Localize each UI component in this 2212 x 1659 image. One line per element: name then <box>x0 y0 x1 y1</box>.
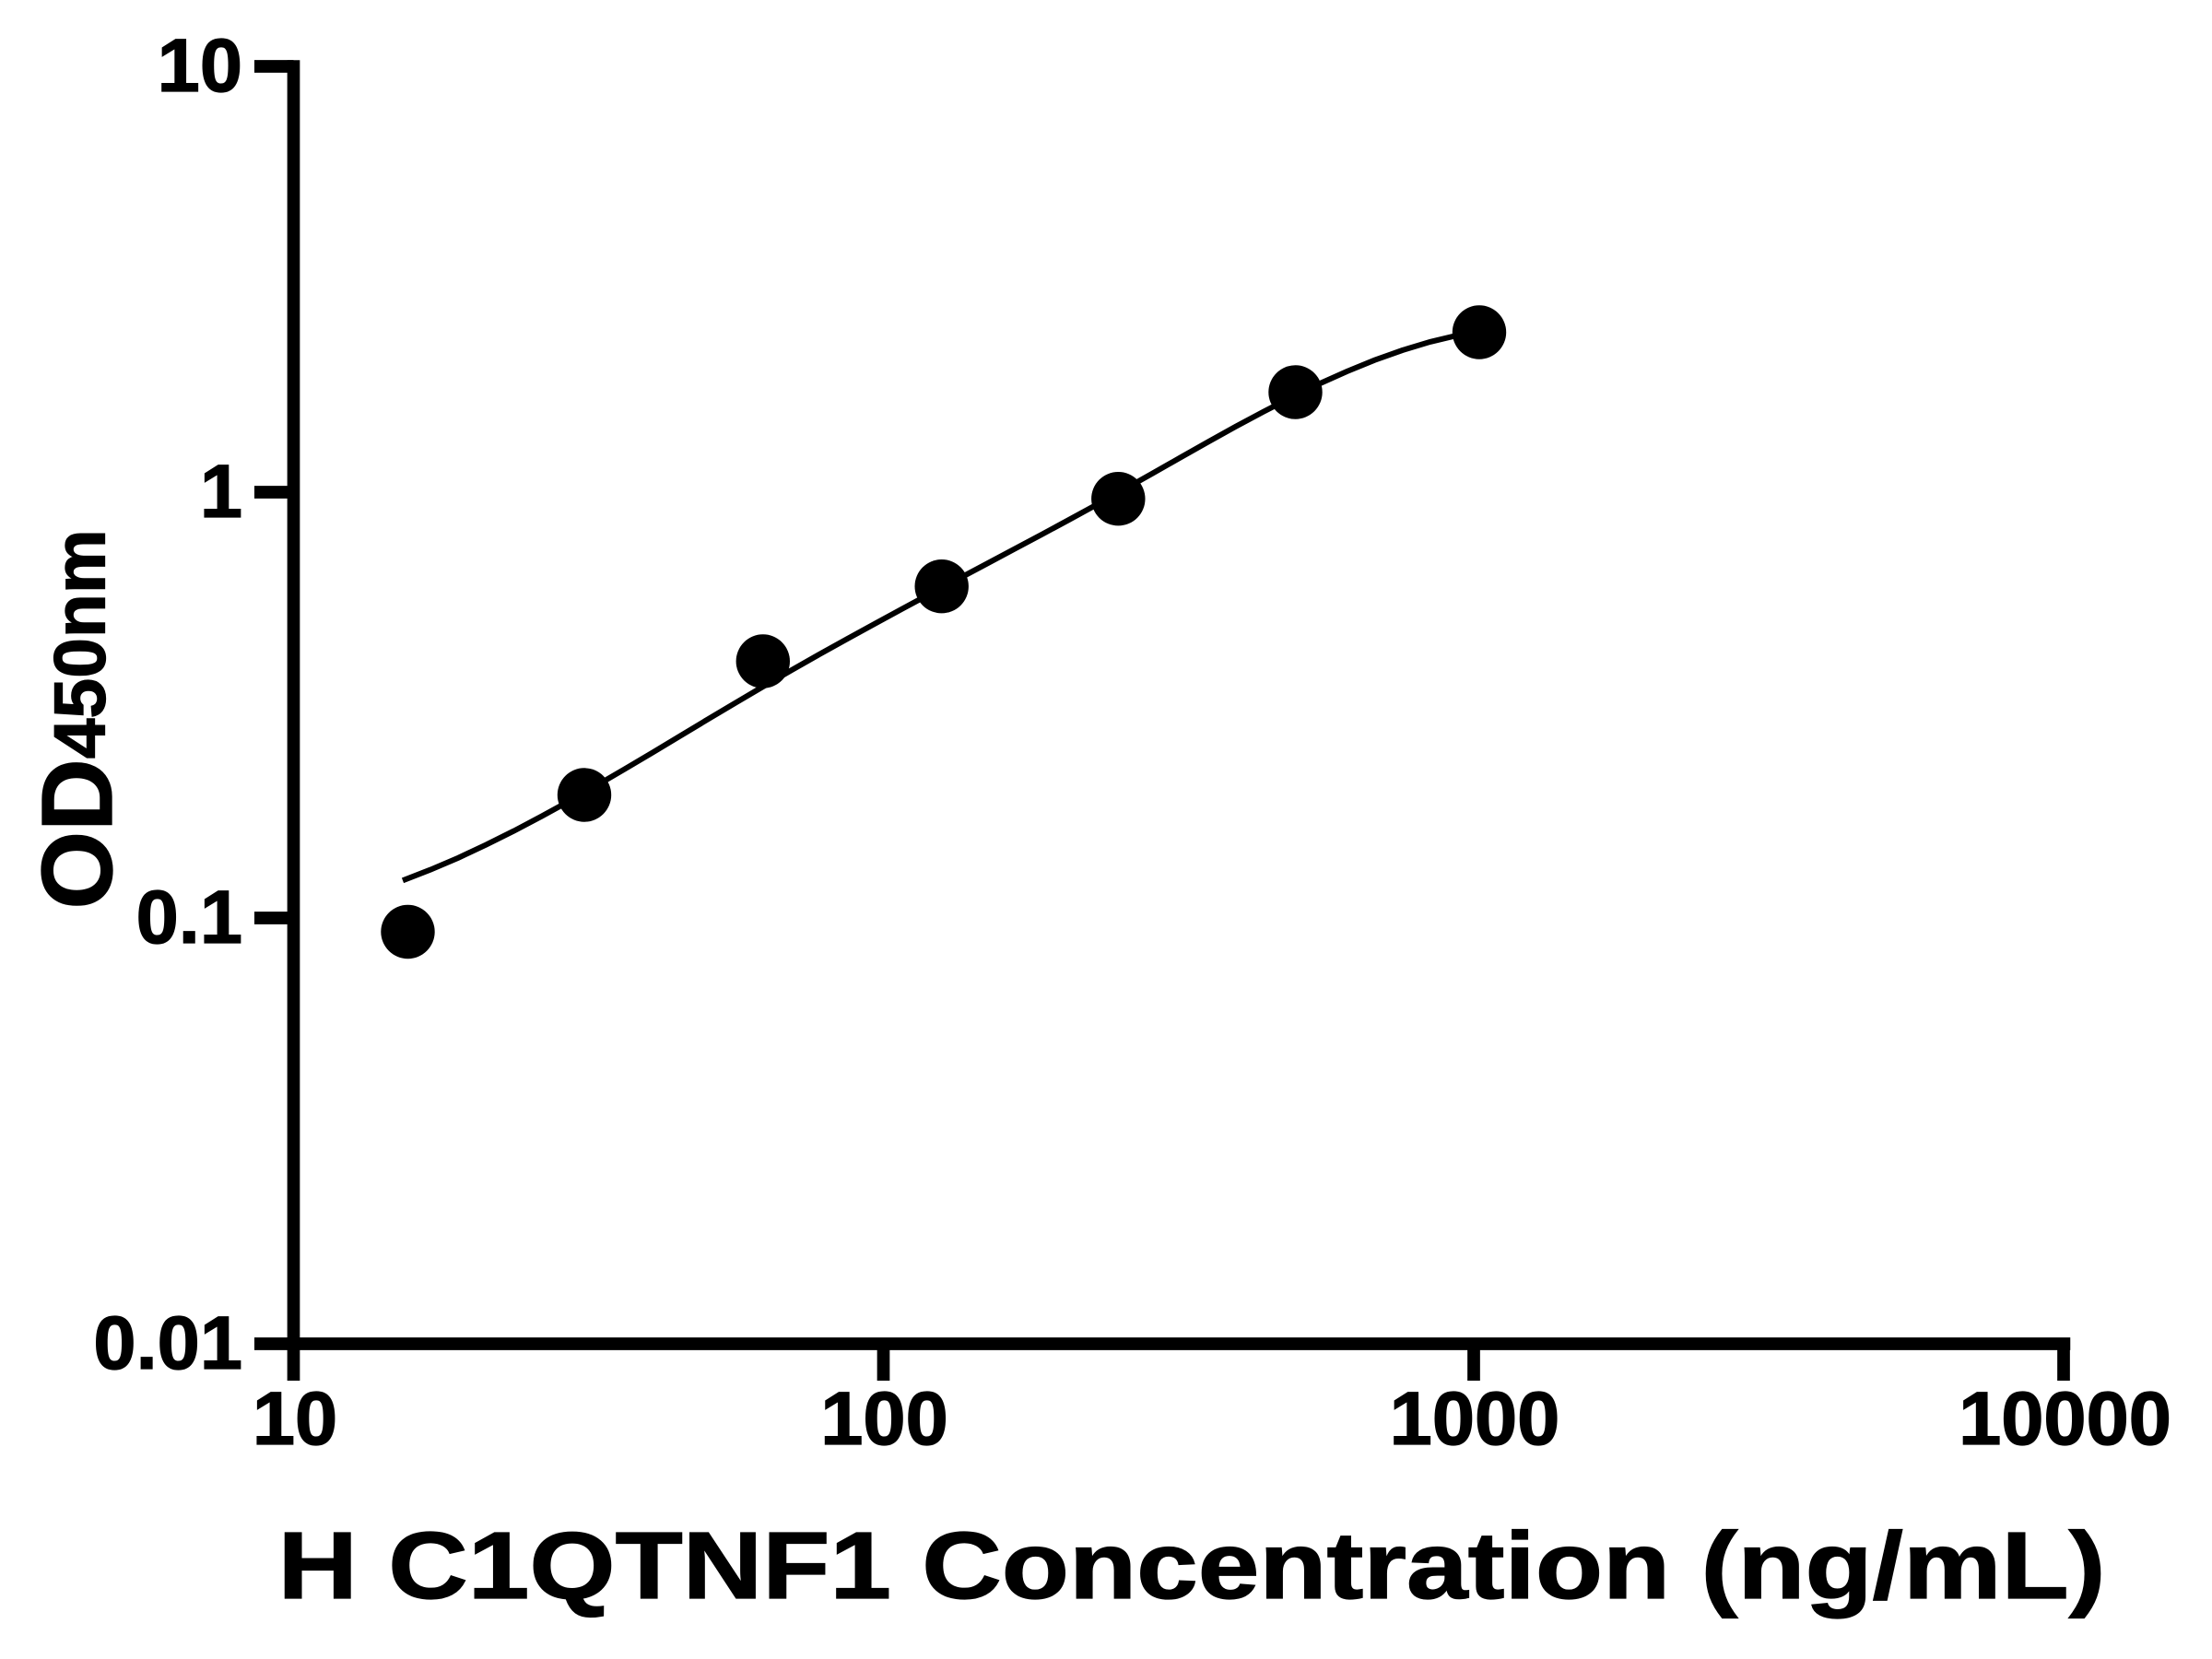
svg-text:100: 100 <box>820 1378 948 1461</box>
svg-text:H C1QTNF1 Concentration (ng/mL: H C1QTNF1 Concentration (ng/mL) <box>277 1512 2105 1618</box>
svg-text:1000: 1000 <box>1390 1378 1560 1461</box>
svg-text:10000: 10000 <box>1959 1378 2171 1461</box>
svg-text:OD450nm: OD450nm <box>21 529 134 909</box>
svg-text:0.1: 0.1 <box>136 877 242 959</box>
svg-text:0.01: 0.01 <box>93 1302 242 1385</box>
svg-text:1: 1 <box>200 451 242 534</box>
svg-text:10: 10 <box>253 1378 337 1461</box>
svg-text:10: 10 <box>158 25 242 108</box>
